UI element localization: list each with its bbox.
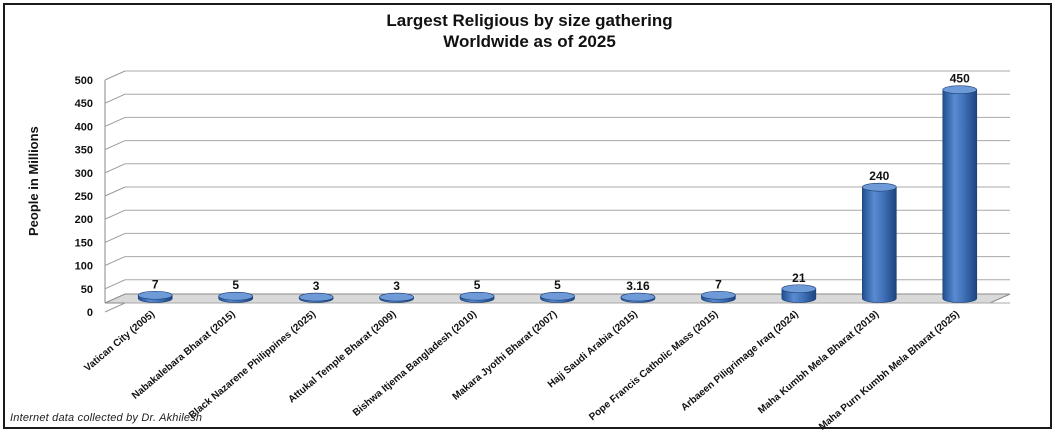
- y-tick-label: 500: [75, 75, 93, 87]
- y-tick-label: 450: [75, 98, 93, 110]
- data-label: 3: [393, 279, 400, 293]
- data-label: 7: [715, 277, 722, 291]
- bar: [298, 292, 334, 303]
- bar: [942, 85, 978, 303]
- bars: [137, 85, 978, 303]
- y-tick-label: 300: [75, 168, 93, 180]
- data-label: 21: [792, 271, 806, 285]
- data-label: 240: [869, 169, 889, 183]
- bar: [459, 291, 495, 303]
- x-tick-label: Bishwa Itjema Bangladesh (2010): [351, 309, 479, 419]
- y-tick-label: 50: [81, 284, 93, 296]
- y-tick-label: 250: [75, 191, 93, 203]
- data-labels: 7 5 3 3 5 5 3.16 7 21 240 450: [152, 72, 970, 293]
- data-label: 5: [474, 278, 481, 292]
- data-label: 450: [950, 72, 970, 86]
- gridline-depth: [104, 186, 126, 197]
- data-credit: Internet data collected by Dr. Akhilesh: [10, 412, 203, 424]
- x-tick-label: Vatican City (2005): [82, 309, 157, 374]
- data-label: 3: [313, 279, 320, 293]
- bar: [620, 292, 656, 303]
- bar: [137, 290, 173, 303]
- gridline-depth: [104, 93, 126, 104]
- chart-title: Largest Religious by size gathering Worl…: [386, 11, 673, 51]
- gridline-depth: [104, 279, 126, 290]
- x-tick-labels: Vatican City (2005)Nabakalebara Bharat (…: [82, 309, 961, 433]
- data-label: 3.16: [626, 279, 650, 293]
- bar: [862, 182, 897, 303]
- y-tick-label: 0: [87, 307, 93, 319]
- gridline-depth: [104, 256, 126, 267]
- data-label: 7: [152, 277, 159, 291]
- data-label: 5: [554, 278, 561, 292]
- x-tick-label: Pope Francis Catholic Mass (2015): [587, 309, 720, 423]
- bar: [540, 291, 575, 303]
- y-tick-label: 150: [75, 237, 93, 249]
- bar: [218, 291, 253, 303]
- y-tick-label: 350: [75, 145, 93, 157]
- y-tick-label: 400: [75, 121, 93, 133]
- x-tick-label: Hajj Saudi Arabia (2015): [546, 309, 640, 390]
- x-tick-label: Maha Purn Kumbh Mela Bharat (2025): [817, 309, 962, 433]
- gridline-depth: [104, 163, 126, 174]
- y-tick-label: 200: [75, 214, 93, 226]
- gridline-depth: [104, 232, 126, 243]
- gridline-depth: [104, 209, 126, 220]
- y-tick-label: 100: [75, 261, 93, 273]
- x-tick-label: Black Nazarene Philippines (2025): [187, 309, 318, 421]
- bar: [701, 290, 736, 303]
- gridline-depth: [104, 302, 126, 313]
- bar: [781, 284, 817, 303]
- gridline-depth: [104, 70, 126, 81]
- data-label: 5: [232, 278, 239, 292]
- gridline-depth: [104, 140, 126, 151]
- bar: [379, 292, 414, 303]
- gridline-depth: [104, 116, 126, 127]
- y-tick-labels: 0 50 100 150 200 250 300 350 400 450 500: [75, 75, 93, 319]
